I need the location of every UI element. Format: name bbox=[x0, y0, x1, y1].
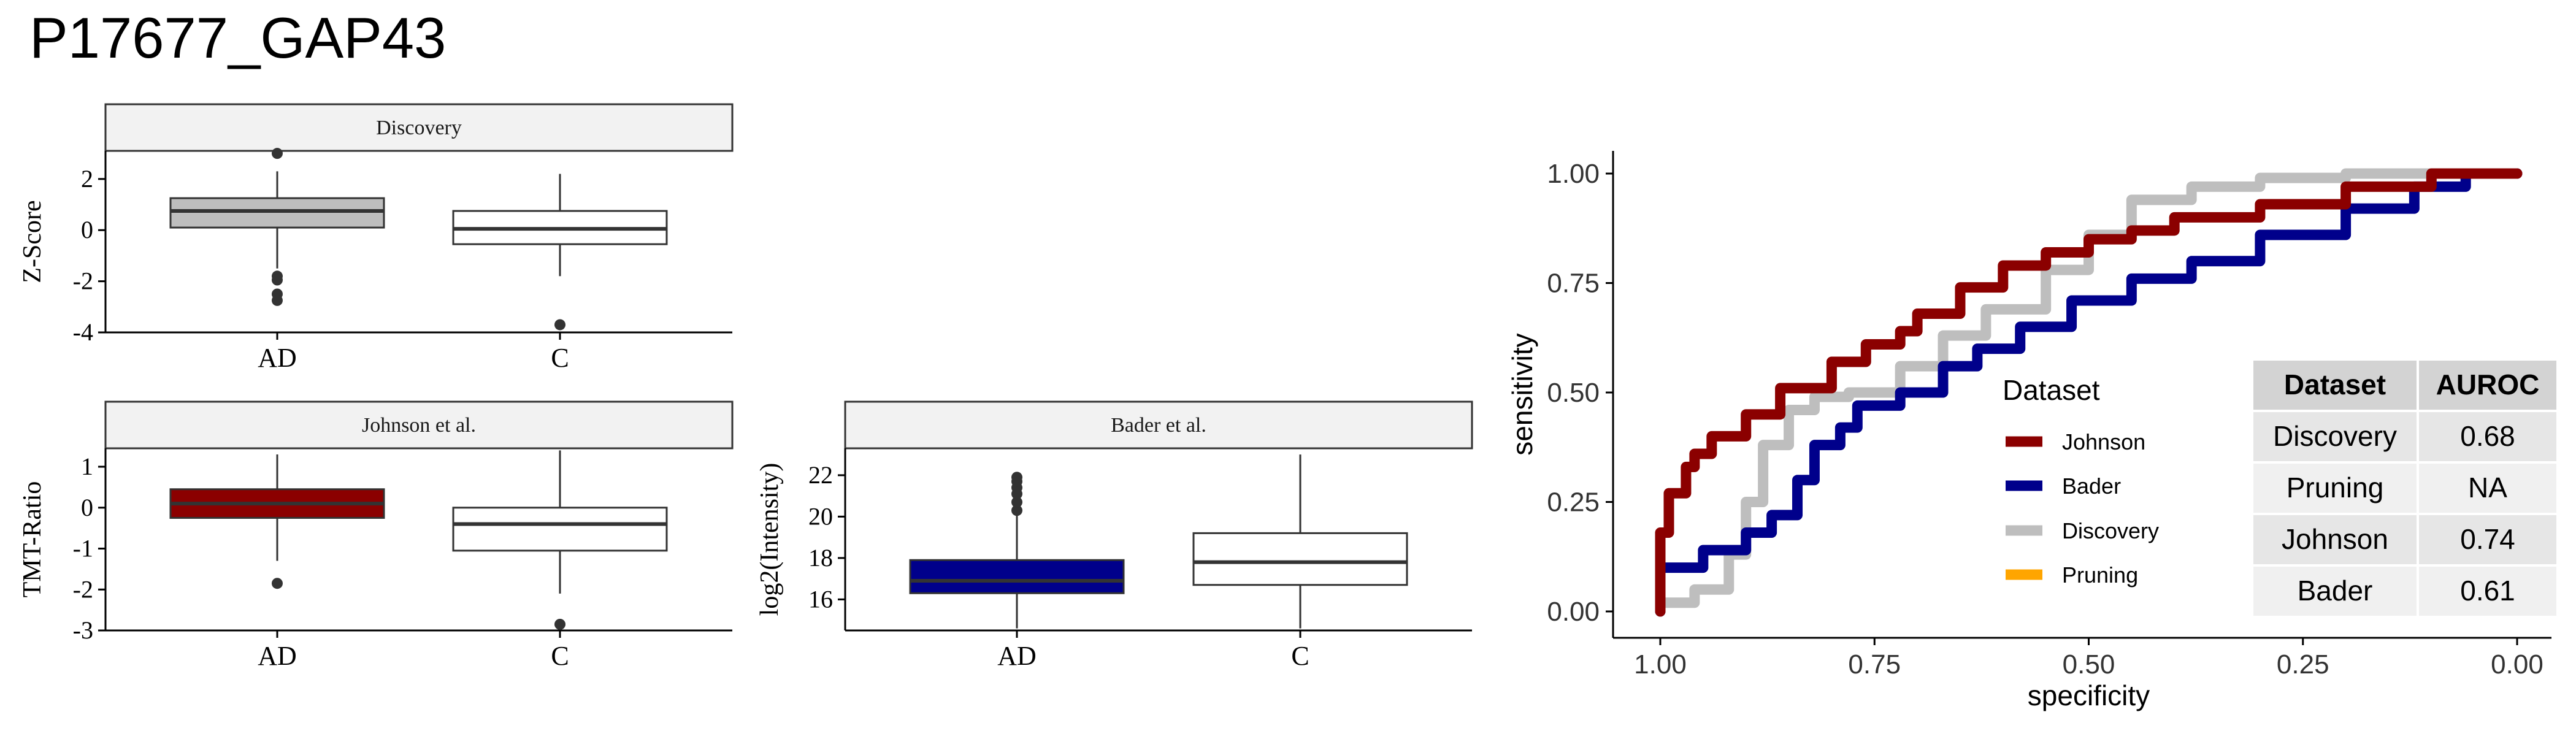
y-tick-label: -1 bbox=[73, 535, 93, 562]
roc-y-tick-label: 0.00 bbox=[1547, 597, 1600, 627]
outlier-point bbox=[1011, 472, 1022, 483]
roc-x-tick-label: 0.25 bbox=[2277, 649, 2329, 680]
table-cell-value: Bader bbox=[2298, 575, 2373, 607]
y-tick-label: 16 bbox=[808, 585, 833, 613]
roc-curve-johnson bbox=[1655, 168, 2523, 617]
panel-strip bbox=[844, 400, 1473, 450]
outlier-point bbox=[1011, 505, 1022, 516]
y-tick-label: -4 bbox=[73, 318, 93, 346]
legend-label: Bader bbox=[2062, 473, 2121, 499]
table-header-label: AUROC bbox=[2436, 369, 2540, 400]
x-tick-label: C bbox=[551, 343, 569, 373]
table-header-label: Dataset bbox=[2284, 369, 2386, 400]
roc-x-tick-label: 0.75 bbox=[1848, 649, 1901, 680]
box-ad bbox=[909, 559, 1125, 594]
table-cell bbox=[2417, 513, 2559, 567]
outlier-point bbox=[272, 274, 283, 286]
x-tick-label: AD bbox=[997, 641, 1037, 671]
panel-strip bbox=[104, 400, 734, 450]
y-tick-label: -2 bbox=[73, 267, 93, 295]
table-cell-value: NA bbox=[2468, 472, 2507, 504]
bader-panel: Bader et al. 22 20 18 16 log2(Intensity) AD C bbox=[756, 400, 1473, 671]
roc-legend: Dataset Johnson Bader Discovery Pruning bbox=[2003, 374, 2159, 588]
roc-x-axis-title: specificity bbox=[2028, 680, 2150, 711]
panel-strip-label: Johnson et al. bbox=[362, 414, 476, 437]
y-tick-label: 2 bbox=[81, 165, 93, 193]
outlier-point bbox=[272, 148, 283, 159]
table-header-cell bbox=[2251, 358, 2419, 412]
table-cell-value: 0.61 bbox=[2460, 575, 2515, 607]
discovery-panel: Discovery 2 0 -2 -4 Z-Score AD C bbox=[18, 103, 734, 373]
y-axis-title: TMT-Ratio bbox=[18, 481, 47, 598]
table-header-cell bbox=[2417, 358, 2559, 412]
outlier-point bbox=[554, 618, 565, 630]
legend-label: Pruning bbox=[2062, 562, 2138, 588]
outlier-point bbox=[272, 294, 283, 306]
roc-x-tick-label: 0.00 bbox=[2491, 649, 2543, 680]
y-axis-title: log2(Intensity) bbox=[756, 463, 784, 616]
x-tick-label: AD bbox=[258, 641, 297, 671]
legend-title: Dataset bbox=[2003, 374, 2100, 406]
roc-x-tick-label: 0.50 bbox=[2063, 649, 2115, 680]
y-tick-label: 20 bbox=[808, 502, 833, 530]
roc-panel: 1.00 0.75 0.50 0.25 0.00 1.00 0.75 0.50 0.25 0.00… bbox=[1506, 151, 2559, 711]
box-c bbox=[1192, 532, 1408, 586]
outlier-point bbox=[1011, 496, 1022, 508]
table-cell bbox=[2417, 564, 2559, 618]
auroc-table: Dataset AUROC Discovery 0.68 Pruning NA Johnso… bbox=[2251, 358, 2559, 618]
legend-label: Johnson bbox=[2062, 429, 2145, 454]
panel-strip bbox=[104, 103, 734, 152]
box-c bbox=[452, 507, 668, 552]
y-tick-label: 18 bbox=[808, 544, 833, 572]
y-tick-label: -3 bbox=[73, 616, 93, 644]
y-tick-label: 1 bbox=[81, 453, 93, 480]
panel-strip-label: Bader et al. bbox=[1111, 414, 1206, 437]
table-cell bbox=[2251, 564, 2419, 618]
x-tick-label: C bbox=[1291, 641, 1309, 671]
roc-x-tick-label: 1.00 bbox=[1634, 649, 1687, 680]
outlier-point bbox=[272, 578, 283, 589]
y-tick-label: 22 bbox=[808, 461, 833, 489]
legend-label: Discovery bbox=[2062, 518, 2159, 543]
table-cell-value: 0.74 bbox=[2460, 523, 2515, 555]
roc-curve-bader bbox=[1655, 168, 2523, 617]
johnson-panel: Johnson et al. 1 0 -1 -2 -3 TMT-Ratio AD C bbox=[18, 400, 734, 671]
roc-y-tick-label: 0.50 bbox=[1547, 378, 1600, 408]
table-cell-value: Discovery bbox=[2273, 420, 2397, 452]
table-cell bbox=[2251, 513, 2419, 567]
roc-y-axis-title: sensitivity bbox=[1506, 333, 1538, 455]
box-ad bbox=[169, 197, 385, 229]
x-tick-label: C bbox=[551, 641, 569, 671]
figure-title: P17677_GAP43 bbox=[29, 6, 447, 70]
table-cell-value: Pruning bbox=[2287, 472, 2384, 504]
y-tick-label: 0 bbox=[81, 216, 93, 243]
outlier-point bbox=[554, 319, 565, 331]
x-tick-label: AD bbox=[258, 343, 297, 373]
table-cell bbox=[2417, 410, 2559, 464]
y-axis-title: Z-Score bbox=[18, 200, 47, 283]
panel-strip-label: Discovery bbox=[376, 117, 462, 139]
table-cell bbox=[2251, 461, 2419, 515]
roc-y-tick-label: 0.25 bbox=[1547, 488, 1600, 518]
roc-y-tick-label: 0.75 bbox=[1547, 269, 1600, 299]
roc-y-tick-label: 1.00 bbox=[1547, 159, 1600, 189]
table-cell-value: 0.68 bbox=[2460, 420, 2515, 452]
table-cell-value: Johnson bbox=[2282, 523, 2388, 555]
y-tick-label: 0 bbox=[81, 494, 93, 521]
y-tick-label: -2 bbox=[73, 575, 93, 603]
